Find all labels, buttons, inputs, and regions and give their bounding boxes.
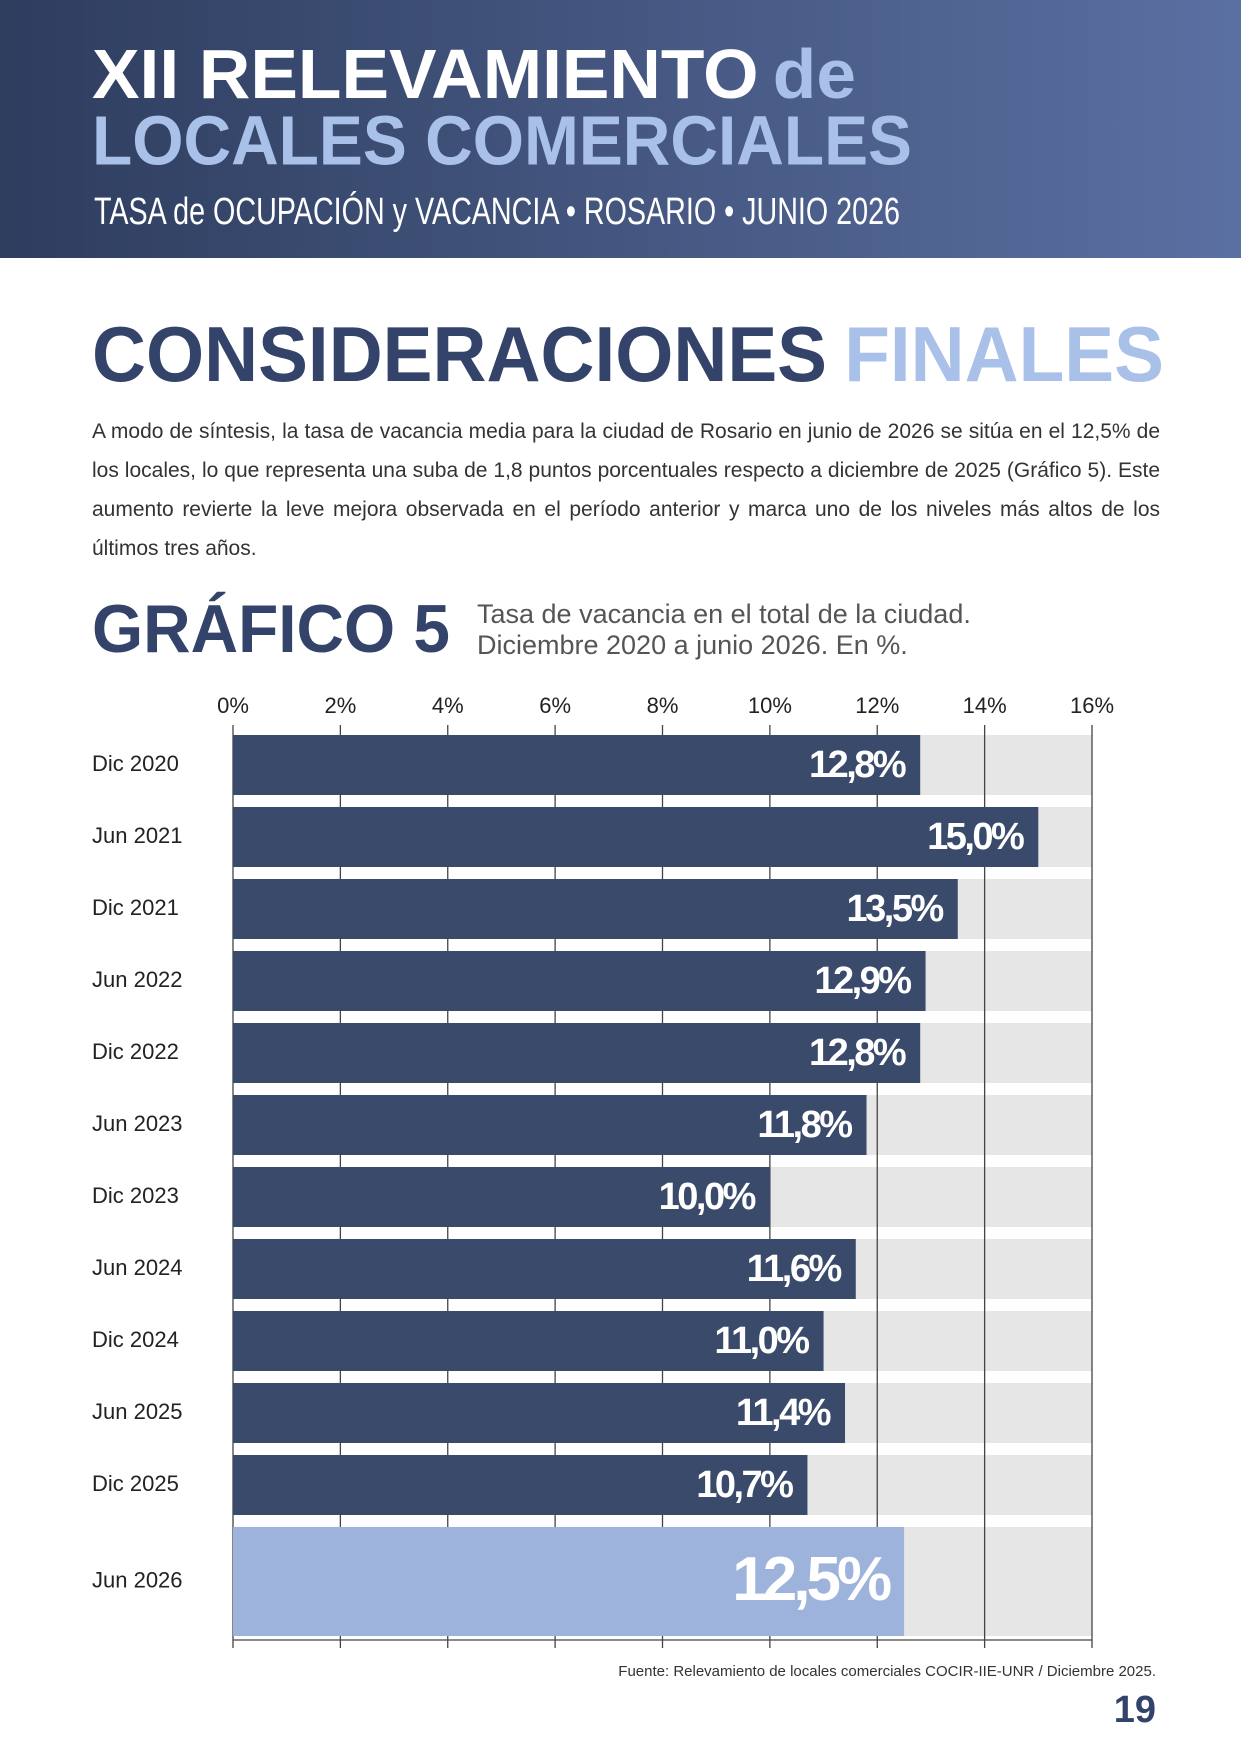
title-part: FINALES [844,310,1164,398]
section-title: CONSIDERACIONESFINALES [92,310,1164,398]
bar [233,807,1039,867]
bar [233,1167,770,1227]
x-tick-label: 0% [217,693,249,718]
bar [233,1095,867,1155]
x-tick-label: 10% [748,693,792,718]
value-label: 11,0% [714,1320,809,1362]
value-label: 10,0% [659,1176,756,1218]
x-tick-label: 16% [1070,693,1114,718]
chart-subtitle: Diciembre 2020 a junio 2026. En %. [477,630,908,660]
header-title: XII RELEVAMIENTO de [92,35,856,113]
header-band [0,0,1241,258]
chart-title: Tasa de vacancia en el total de la ciuda… [477,599,971,629]
bar [233,1383,846,1443]
chart: 0% 2% 4% 6% 8% 10% 12% 14% 16% Dic 2020 12,8% Jun 2… [92,693,1114,1648]
category-label: Jun 2022 [92,967,183,992]
title-part: XII RELEVAMIENTO [92,35,759,113]
page-number: 19 [1114,1689,1156,1731]
paragraph: A modo de síntesis, la tasa de vacancia … [92,420,1160,560]
category-label: Jun 2024 [92,1255,183,1280]
category-label: Dic 2021 [92,895,179,920]
category-label: Jun 2025 [92,1399,183,1424]
header-title-2: LOCALES COMERCIALES [92,101,912,179]
category-label: Dic 2025 [92,1471,179,1496]
bar [233,1023,921,1083]
value-label: 11,6% [747,1248,842,1290]
value-label: 12,5% [732,1545,891,1614]
category-label: Dic 2023 [92,1183,179,1208]
bar [233,1527,905,1636]
x-tick-label: 4% [432,693,464,718]
x-tick-label: 14% [963,693,1007,718]
x-tick-label: 8% [647,693,679,718]
value-label: 12,9% [814,960,911,1002]
title-part: CONSIDERACIONES [92,310,827,398]
header-subtitle: TASA de OCUPACIÓN y VACANCIA • ROSARIO •… [94,190,900,233]
bar [233,1239,856,1299]
bar [233,879,958,939]
category-label: Jun 2026 [92,1567,183,1592]
source: Fuente: Relevamiento de locales comercia… [618,1663,1156,1680]
chart-label: GRÁFICO 5 [92,591,450,667]
category-label: Dic 2022 [92,1039,179,1064]
value-label: 11,8% [757,1104,852,1146]
x-tick-label: 2% [324,693,356,718]
value-label: 12,8% [809,1032,906,1074]
category-label: Jun 2023 [92,1111,183,1136]
category-label: Dic 2020 [92,751,179,776]
bar [233,1311,824,1371]
bar [233,951,926,1011]
value-label: 15,0% [927,816,1024,858]
title-part: de [773,35,856,113]
category-label: Jun 2021 [92,823,183,848]
x-tick-label: 6% [539,693,571,718]
value-label: 11,4% [736,1392,831,1434]
category-label: Dic 2024 [92,1327,179,1352]
bar [233,735,921,795]
bar [233,1455,808,1515]
value-label: 13,5% [847,888,944,930]
x-tick-label: 12% [855,693,899,718]
value-label: 10,7% [696,1464,793,1506]
value-label: 12,8% [809,744,906,786]
